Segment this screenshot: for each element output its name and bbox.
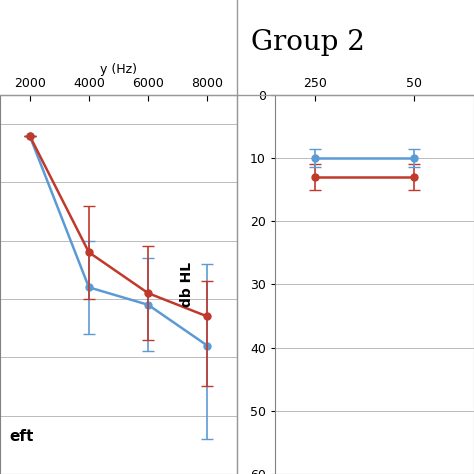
X-axis label: y (Hz): y (Hz)	[100, 63, 137, 76]
Text: Group 2: Group 2	[251, 29, 365, 56]
Text: eft: eft	[9, 428, 34, 444]
Y-axis label: db HL: db HL	[180, 262, 194, 307]
